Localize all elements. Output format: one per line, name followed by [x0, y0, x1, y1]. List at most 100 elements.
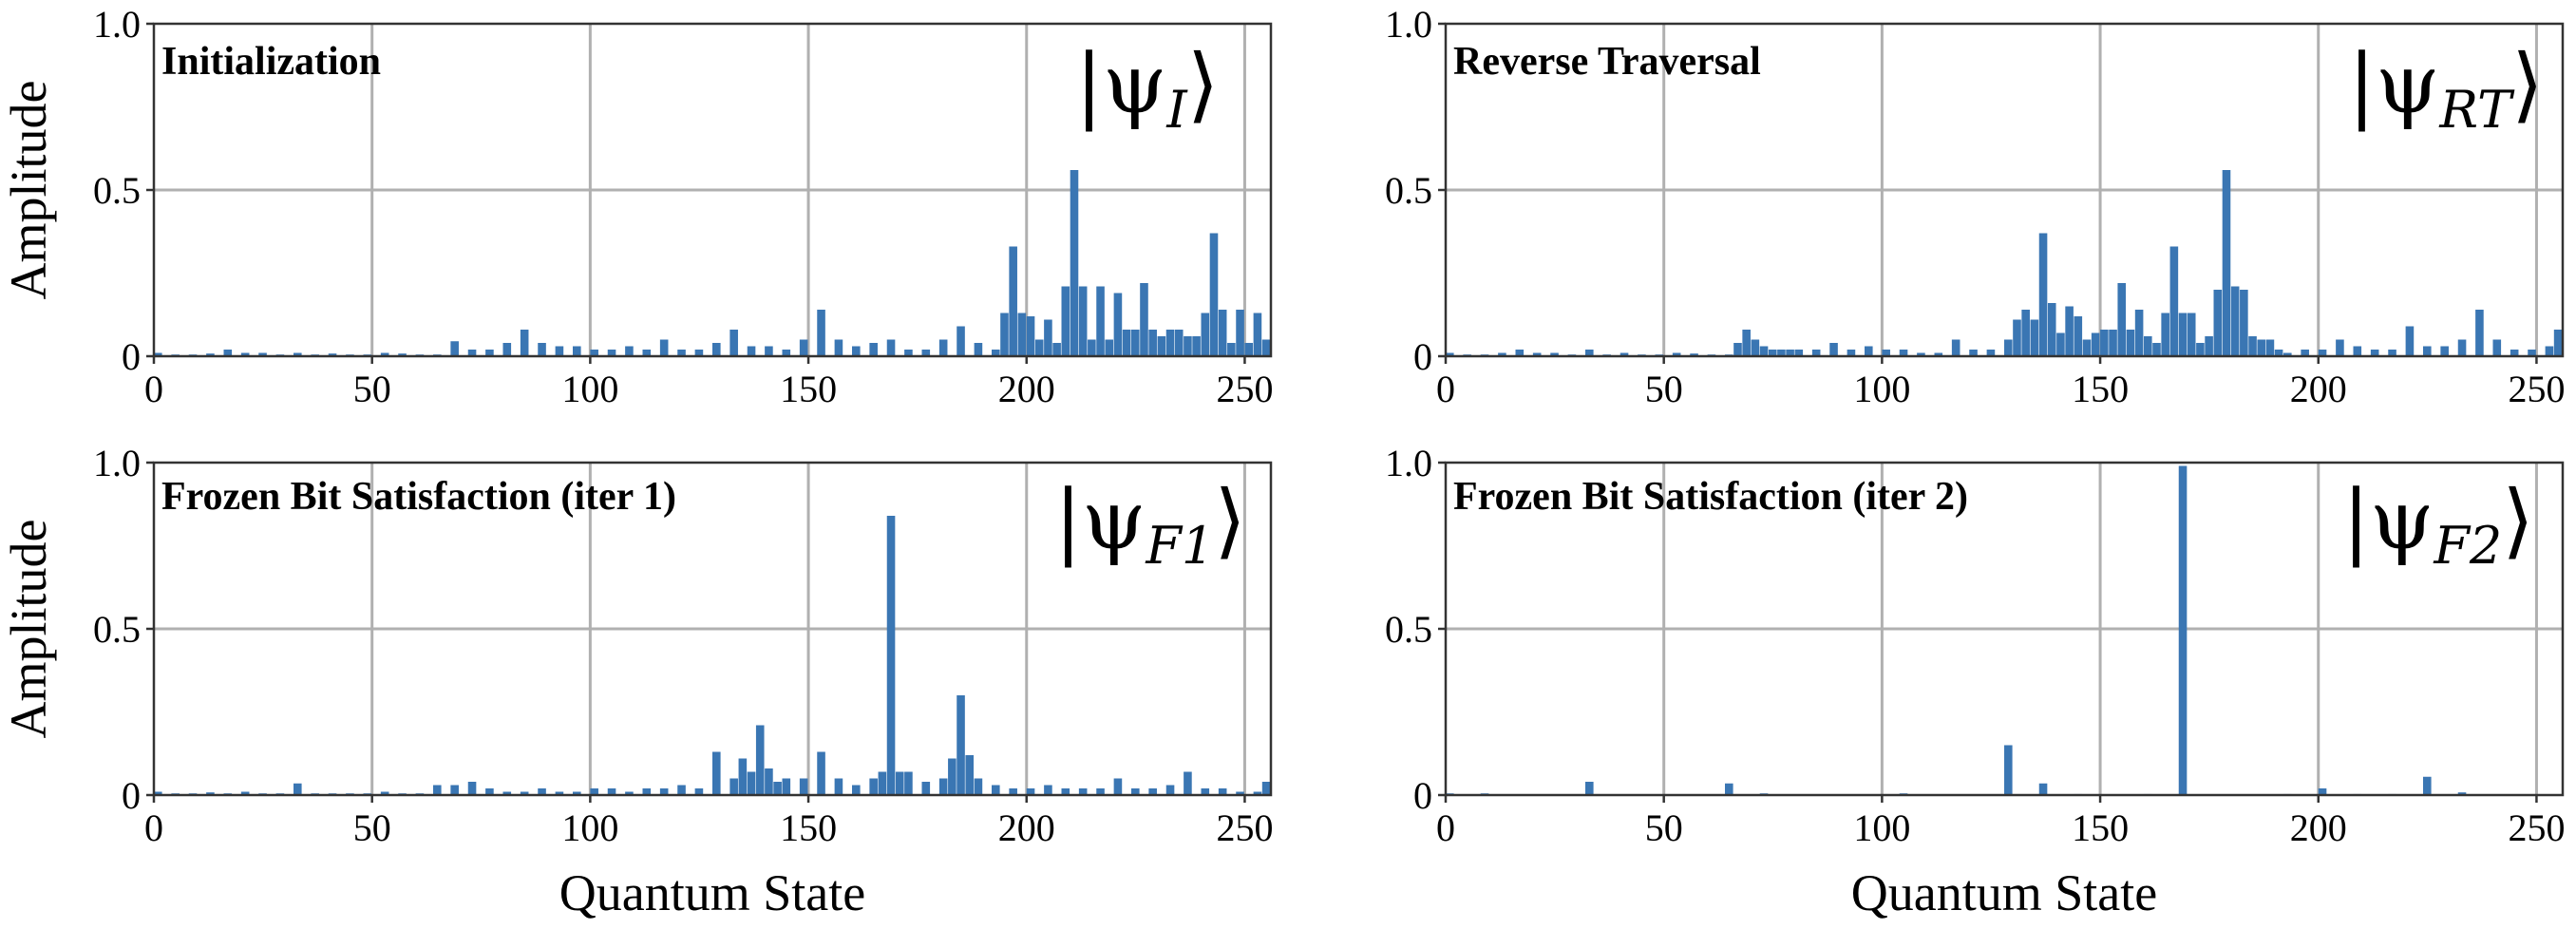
panel-title: Frozen Bit Satisfaction (iter 1): [161, 475, 676, 519]
bar: [433, 785, 442, 795]
x-tick-label: 100: [1853, 368, 1910, 410]
x-tick-label: 0: [144, 368, 163, 410]
bar: [223, 350, 233, 356]
bar: [1184, 771, 1192, 795]
bar: [1550, 352, 1559, 356]
bar: [834, 778, 843, 795]
bar: [240, 791, 250, 795]
ket-close: ⟩: [2502, 473, 2534, 568]
ket-open: |ψ: [2342, 473, 2434, 568]
bar: [154, 791, 162, 795]
ket-open: |ψ: [1075, 37, 1166, 132]
bar: [799, 339, 808, 356]
bar: [2004, 745, 2013, 795]
bar: [1585, 350, 1594, 356]
y-tick-label: 0.5: [1385, 608, 1432, 651]
bar: [895, 771, 904, 795]
bar: [1009, 788, 1017, 795]
bar: [294, 352, 302, 356]
bar: [2013, 319, 2021, 356]
bar: [1768, 350, 1777, 356]
bar: [1690, 353, 1698, 356]
y-tick-label: 0: [122, 335, 141, 378]
bar: [2187, 313, 2196, 356]
x-tick-label: 250: [1216, 806, 1273, 849]
bar: [1184, 336, 1192, 356]
y-tick-label: 1.0: [1385, 3, 1432, 46]
bar: [2144, 336, 2152, 356]
bar: [1096, 788, 1105, 795]
bar: [1113, 293, 1123, 356]
bar: [938, 778, 948, 795]
bar: [1078, 788, 1088, 795]
bar: [2152, 343, 2161, 356]
bar: [799, 778, 808, 795]
bar: [957, 695, 965, 795]
panel-title: Initialization: [161, 40, 381, 84]
bar: [1131, 330, 1140, 356]
bar: [2318, 788, 2327, 795]
bar: [782, 350, 791, 356]
plot-layer: 0 50 100 150 200 250 0 0.5 1.0: [93, 3, 1273, 410]
bar: [573, 346, 581, 356]
bar: [869, 343, 878, 356]
bar: [2196, 343, 2205, 356]
bar: [450, 341, 459, 356]
bar: [755, 725, 765, 795]
bar: [729, 330, 738, 356]
plot-layer: 0 50 100 150 200 250 0 0.5 1.0: [1385, 442, 2565, 849]
bar: [773, 782, 782, 795]
bar: [1218, 788, 1227, 795]
bar: [2021, 310, 2030, 356]
ket-close: ⟩: [1214, 473, 1246, 568]
bar: [502, 343, 512, 356]
bar: [1236, 310, 1244, 356]
bar: [328, 353, 337, 356]
bar: [2545, 346, 2554, 356]
bar: [642, 788, 652, 795]
ket-open: |ψ: [2348, 37, 2439, 132]
bar: [590, 788, 598, 795]
bar: [1759, 346, 1769, 356]
plot-layer: 0 50 100 150 200 250 0 0.5 1.0: [1385, 3, 2565, 410]
bar: [2222, 170, 2231, 356]
bar: [2423, 776, 2432, 795]
x-tick-label: 0: [1436, 806, 1455, 849]
panel-reverse-traversal: 0 50 100 150 200 250 0 0.5 1.0 Reverse Traversal…: [1385, 3, 2565, 410]
bar: [2178, 465, 2188, 795]
bar: [886, 516, 896, 795]
bar: [2038, 783, 2048, 795]
panel-title: Reverse Traversal: [1453, 40, 1761, 84]
bar: [1218, 310, 1227, 356]
bar: [294, 783, 302, 795]
bar: [1209, 233, 1219, 356]
bar: [1122, 330, 1131, 356]
ket-subscript: F1: [1145, 516, 1214, 576]
state-ket-label: |ψF1⟩: [1054, 473, 1246, 576]
bar: [1236, 791, 1244, 795]
ket-subscript: RT: [2438, 80, 2515, 140]
bar: [2004, 339, 2013, 356]
bar: [2370, 350, 2379, 356]
x-tick-label: 150: [780, 806, 837, 849]
panel-frozen-bit-iter-2: 0 50 100 150 200 250 0 0.5 1.0 Frozen Bit Satisf…: [1385, 442, 2565, 921]
bar: [2423, 346, 2432, 356]
bar: [659, 339, 669, 356]
bar: [921, 782, 931, 795]
bar: [1969, 350, 1978, 356]
bar: [2126, 330, 2135, 356]
bar: [782, 778, 791, 795]
bar: [677, 785, 686, 795]
bar: [2318, 350, 2327, 356]
bar: [869, 778, 878, 795]
bar: [2274, 350, 2283, 356]
bar: [738, 758, 748, 795]
bar: [2336, 339, 2344, 356]
y-tick-label: 1.0: [1385, 442, 1432, 484]
bar: [467, 350, 477, 356]
y-tick-label: 1.0: [93, 442, 141, 484]
bar: [2169, 246, 2179, 356]
bar: [1201, 313, 1210, 356]
bar: [398, 353, 407, 356]
bar: [1105, 339, 1114, 356]
